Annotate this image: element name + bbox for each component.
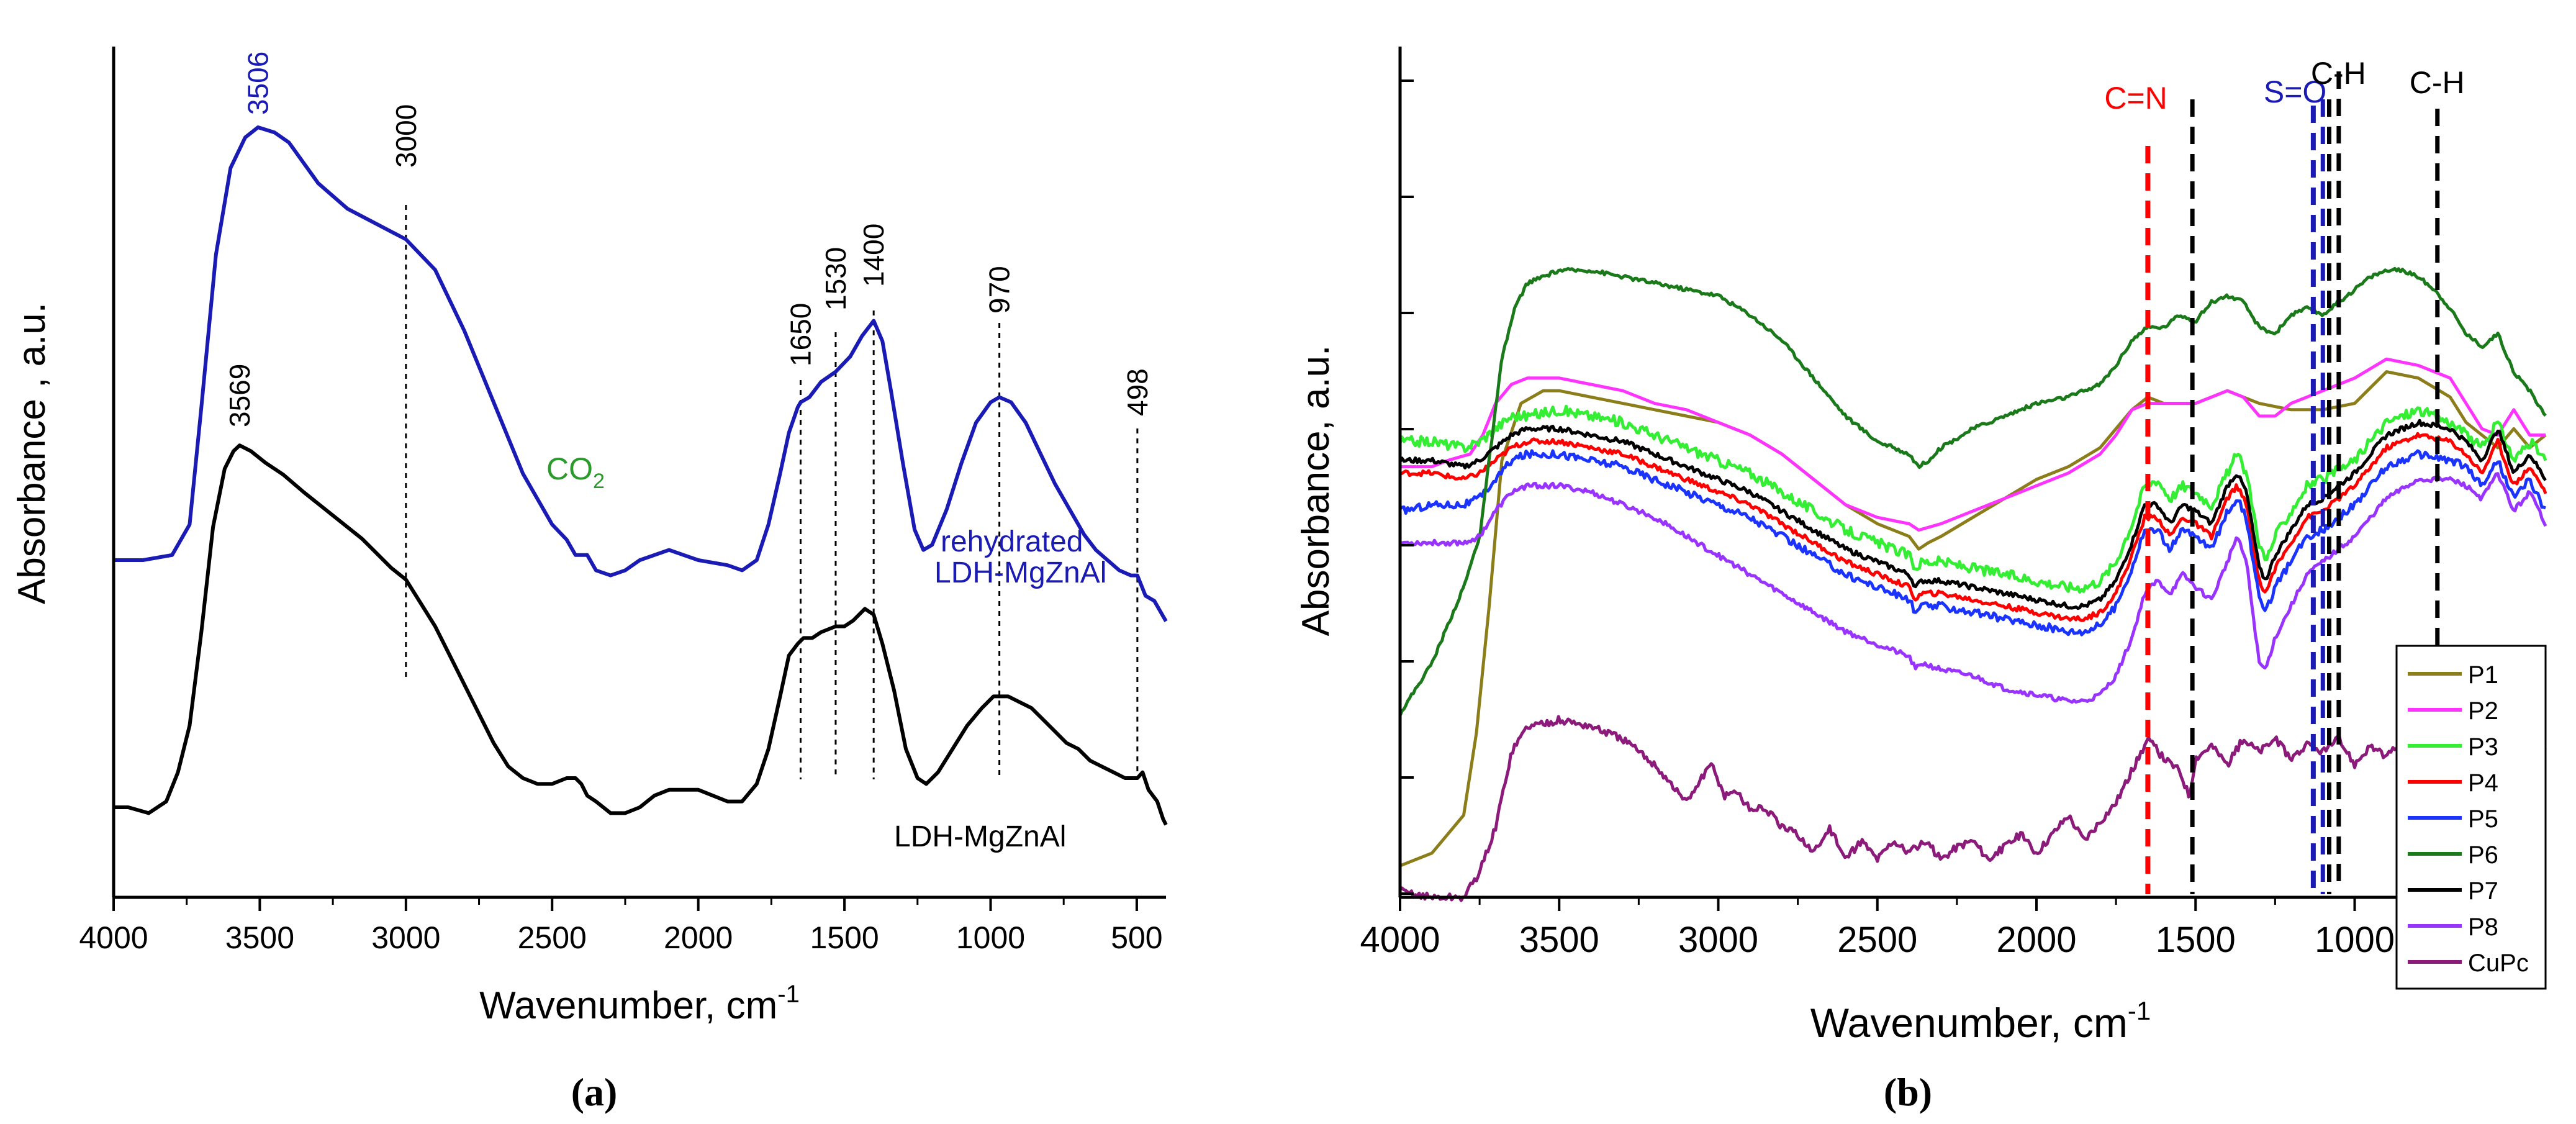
b-panel-label: (b) — [1884, 1070, 1932, 1114]
a-peak-label-1650: 1650 — [784, 303, 816, 366]
b-legend-label-p1: P1 — [2468, 661, 2498, 689]
a-label-rehydrated-line1: rehydrated — [941, 525, 1083, 558]
b-band-label-2: C-H — [2311, 56, 2366, 91]
a-peak-label-498: 498 — [1121, 368, 1154, 416]
b-y-axis-title: Absorbance, a.u. — [1295, 345, 1337, 637]
b-x-tick-label: 2000 — [1996, 920, 2076, 960]
b-band-markers: C=N S=OC-H C-H — [2104, 56, 2465, 894]
b-series — [1398, 266, 2547, 902]
a-series-line-ldh — [114, 443, 1168, 826]
a-peak-label-3000: 3000 — [390, 104, 422, 168]
b-band-label-1: S=O — [2264, 75, 2326, 109]
panel-b: C=N S=OC-H C-H 4000 3500 3000 2500 2000 1500 100… — [1295, 47, 2547, 1114]
b-series-line-p8 — [1400, 472, 2547, 704]
b-legend-label-p8: P8 — [2468, 913, 2498, 941]
panel-a: 4000 3500 3000 2500 2000 1500 1000 500 3506 3000… — [11, 47, 1168, 1114]
a-peak-label-1530: 1530 — [820, 247, 852, 310]
b-x-ticks: 4000 3500 3000 2500 2000 1500 1000 — [1360, 897, 2436, 960]
b-legend-label-p5: P5 — [2468, 805, 2498, 833]
a-y-axis-title: Absorbance , a.u. — [11, 302, 53, 604]
a-x-tick-label: 4000 — [79, 920, 148, 955]
a-x-ticks: 4000 3500 3000 2500 2000 1500 1000 500 — [79, 897, 1163, 955]
a-co2-annotation: CO2 — [546, 451, 605, 493]
a-x-tick-label: 3500 — [225, 920, 294, 955]
a-x-tick-label: 3000 — [371, 920, 440, 955]
b-legend-label-p4: P4 — [2468, 769, 2498, 797]
b-legend-label-p2: P2 — [2468, 697, 2498, 725]
a-x-axis-title: Wavenumber, cm-1 — [479, 981, 800, 1027]
b-legend-label-p3: P3 — [2468, 733, 2498, 761]
b-series-line-p3 — [1398, 404, 2547, 594]
b-x-tick-label: 3500 — [1519, 920, 1599, 960]
b-x-axis-title-sup: -1 — [2128, 996, 2151, 1025]
b-x-tick-label: 4000 — [1360, 920, 1440, 960]
a-x-tick-label: 2000 — [664, 920, 733, 955]
b-legend-label-p7: P7 — [2468, 877, 2498, 905]
a-x-tick-label: 500 — [1111, 920, 1162, 955]
a-peak-label-970: 970 — [983, 266, 1016, 314]
b-series-line-p6 — [1398, 266, 2547, 717]
a-peak-label-3569: 3569 — [224, 364, 256, 427]
b-legend: P1 P2 P3 P4 P5 P6 P7 P8 CuPc — [2395, 645, 2547, 990]
b-legend-label-cupc: CuPc — [2468, 950, 2529, 977]
a-x-tick-label: 2500 — [518, 920, 587, 955]
a-label-ldh: LDH-MgZnAl — [894, 820, 1066, 853]
b-x-tick-label: 1000 — [2315, 920, 2395, 960]
b-x-axis-title: Wavenumber, cm-1 — [1810, 996, 2151, 1046]
a-panel-label: (a) — [571, 1070, 618, 1114]
b-band-label-3: C-H — [2410, 65, 2465, 100]
a-x-axis-title-sup: -1 — [777, 981, 800, 1008]
b-x-tick-label: 3000 — [1678, 920, 1758, 960]
b-legend-label-p6: P6 — [2468, 841, 2498, 869]
b-series-line-p7 — [1398, 419, 2547, 610]
b-series-line-p2 — [1400, 357, 2546, 532]
b-series-line-p5 — [1399, 449, 2546, 637]
b-series-line-p4 — [1399, 432, 2547, 622]
a-label-rehydrated-line2: LDH-MgZnAl — [934, 556, 1106, 589]
a-series-line-rehydrated — [114, 125, 1168, 622]
a-co2-subscript: 2 — [593, 469, 605, 493]
a-x-tick-label: 1000 — [956, 920, 1025, 955]
a-peak-lines — [405, 205, 1139, 779]
a-x-tick-label: 1500 — [810, 920, 879, 955]
b-series-line-cupc — [1399, 715, 2547, 902]
b-band-label-0: C=N — [2104, 81, 2167, 116]
a-series — [114, 125, 1168, 826]
a-peak-label-3506: 3506 — [242, 52, 274, 115]
b-x-tick-label: 1500 — [2156, 920, 2236, 960]
b-x-tick-label: 2500 — [1837, 920, 1917, 960]
a-peak-label-1400: 1400 — [857, 224, 890, 287]
b-y-ticks — [1400, 79, 1414, 895]
